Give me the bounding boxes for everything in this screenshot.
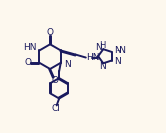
Text: Cl: Cl xyxy=(52,104,61,113)
Text: N: N xyxy=(115,46,121,55)
Text: -N: -N xyxy=(117,46,126,55)
Text: N: N xyxy=(95,43,102,52)
Text: N: N xyxy=(115,57,121,66)
Text: N: N xyxy=(64,60,71,69)
Text: O: O xyxy=(51,76,58,85)
Text: N: N xyxy=(99,62,106,71)
Text: O: O xyxy=(24,58,31,67)
Text: O: O xyxy=(47,28,54,37)
Text: HN: HN xyxy=(23,43,37,52)
Text: H: H xyxy=(99,41,106,50)
Text: HN: HN xyxy=(87,53,100,62)
